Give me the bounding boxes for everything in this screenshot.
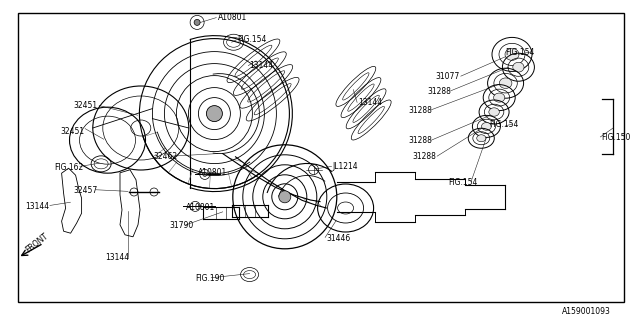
Text: FIG.190: FIG.190 bbox=[195, 274, 225, 283]
Text: FIG.154: FIG.154 bbox=[448, 178, 477, 187]
Ellipse shape bbox=[279, 191, 291, 203]
Text: A10801: A10801 bbox=[198, 168, 228, 177]
Text: 31446: 31446 bbox=[326, 234, 351, 243]
Text: 32451: 32451 bbox=[74, 101, 98, 110]
Ellipse shape bbox=[481, 123, 492, 130]
Text: 31288: 31288 bbox=[408, 106, 432, 115]
Ellipse shape bbox=[194, 20, 200, 25]
Text: A159001093: A159001093 bbox=[563, 307, 611, 316]
Text: 31077: 31077 bbox=[435, 72, 460, 81]
Text: 32462: 32462 bbox=[154, 152, 178, 161]
Text: A10801: A10801 bbox=[218, 13, 247, 22]
Ellipse shape bbox=[513, 62, 524, 72]
Text: 13144: 13144 bbox=[106, 253, 130, 262]
Text: FIG.162: FIG.162 bbox=[54, 164, 84, 172]
Ellipse shape bbox=[206, 106, 223, 122]
Text: 31288: 31288 bbox=[428, 87, 451, 96]
Text: 13144: 13144 bbox=[358, 98, 383, 107]
Ellipse shape bbox=[493, 93, 505, 102]
Ellipse shape bbox=[505, 48, 519, 60]
Ellipse shape bbox=[499, 78, 512, 88]
Ellipse shape bbox=[203, 172, 207, 176]
Ellipse shape bbox=[477, 135, 486, 142]
Text: 13144: 13144 bbox=[26, 202, 50, 211]
Text: JL1214: JL1214 bbox=[333, 162, 358, 171]
Text: 32457: 32457 bbox=[74, 186, 98, 195]
Text: FIG.150: FIG.150 bbox=[602, 133, 631, 142]
Text: FIG.154: FIG.154 bbox=[490, 120, 519, 129]
Text: 31288: 31288 bbox=[413, 152, 436, 161]
Text: FIG.154: FIG.154 bbox=[237, 36, 266, 44]
Text: FRONT: FRONT bbox=[24, 232, 51, 255]
Text: 31288: 31288 bbox=[408, 136, 432, 145]
Text: A10801: A10801 bbox=[186, 204, 215, 212]
Text: FIG.154: FIG.154 bbox=[506, 48, 535, 57]
Text: 32451: 32451 bbox=[61, 127, 85, 136]
Text: 31790: 31790 bbox=[170, 221, 194, 230]
Text: 13144: 13144 bbox=[250, 61, 274, 70]
Ellipse shape bbox=[489, 108, 499, 116]
